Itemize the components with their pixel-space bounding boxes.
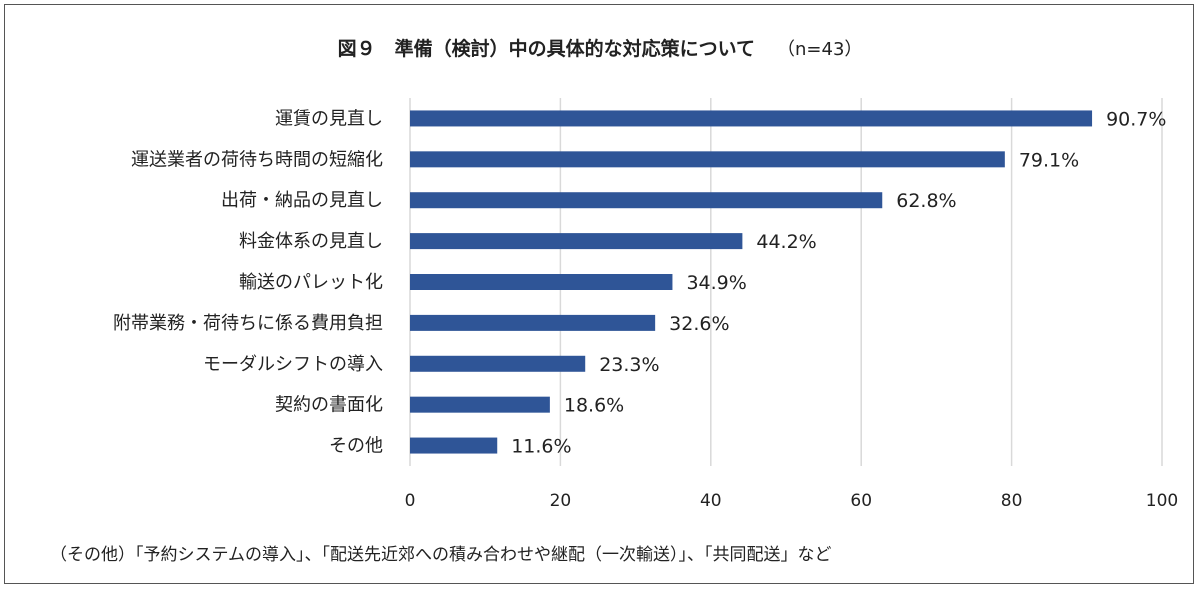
category-label: 運賃の見直し xyxy=(275,108,383,129)
data-label: 79.1% xyxy=(1019,149,1079,171)
bar xyxy=(410,396,550,413)
chart-subtitle: （n=43） xyxy=(777,39,863,60)
data-label: 32.6% xyxy=(669,313,729,335)
category-label: 契約の書面化 xyxy=(275,395,383,416)
category-label: 輸送のパレット化 xyxy=(239,272,383,293)
data-label: 23.3% xyxy=(599,354,659,376)
chart-title-block: 図９ 準備（検討）中の具体的な対応策について （n=43） xyxy=(0,34,1200,61)
bar xyxy=(410,233,743,250)
data-label: 18.6% xyxy=(564,395,624,417)
bar xyxy=(410,274,673,290)
category-label: 運送業者の荷待ち時間の短縮化 xyxy=(131,149,383,170)
footnote: （その他）「予約システムの導入」、「配送先近郊への積み合わせや継配（一次輸送）」… xyxy=(50,545,832,565)
category-label: 出荷・納品の見直し xyxy=(221,190,383,211)
x-tick-label: 40 xyxy=(700,491,722,511)
category-label: 料金体系の見直し xyxy=(239,231,383,252)
x-tick-label: 0 xyxy=(405,491,416,511)
bar xyxy=(410,355,586,372)
chart-frame xyxy=(4,4,1194,584)
data-label: 90.7% xyxy=(1106,108,1166,130)
x-tick-label: 20 xyxy=(550,491,572,511)
category-label: モーダルシフトの導入 xyxy=(203,354,383,375)
x-tick-label: 100 xyxy=(1146,491,1178,511)
category-label: 附帯業務・荷待ちに係る費用負担 xyxy=(113,313,383,334)
x-tick-label: 80 xyxy=(1001,491,1023,511)
bar xyxy=(410,151,1005,168)
chart-title: 図９ 準備（検討）中の具体的な対応策について xyxy=(337,38,756,60)
data-label: 11.6% xyxy=(511,436,571,458)
bar xyxy=(410,314,656,331)
x-tick-label: 60 xyxy=(850,491,872,511)
category-label: その他 xyxy=(329,436,383,457)
data-label: 34.9% xyxy=(686,272,746,294)
data-label: 44.2% xyxy=(756,231,816,253)
data-label: 62.8% xyxy=(896,190,956,212)
bar xyxy=(410,192,883,209)
bar xyxy=(410,110,1093,127)
bar xyxy=(410,437,498,454)
